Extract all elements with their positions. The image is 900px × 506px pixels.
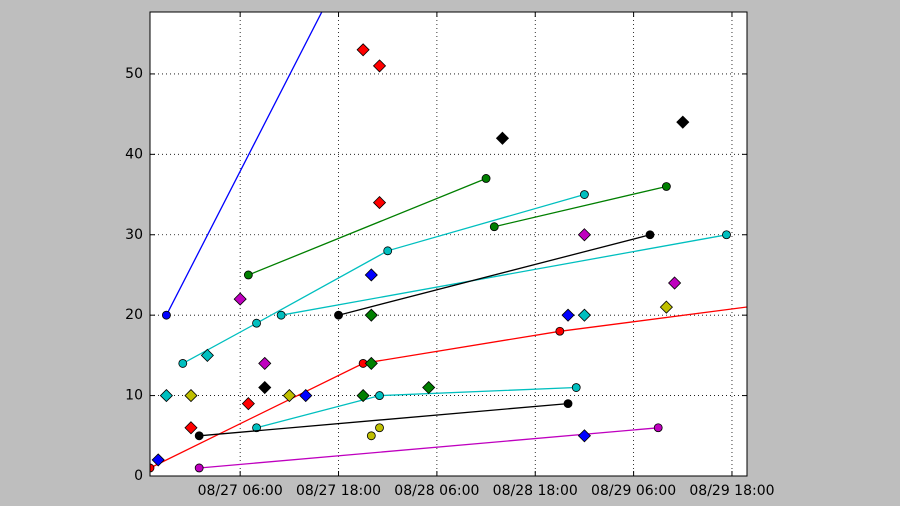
diamond-marker <box>372 59 387 73</box>
diamond-marker <box>151 453 165 467</box>
diamond-marker <box>372 196 387 210</box>
circle-marker <box>252 423 261 433</box>
circle-marker <box>178 359 188 368</box>
circle-marker <box>252 318 261 328</box>
circle-marker <box>761 301 769 309</box>
diamond-marker <box>184 421 198 435</box>
ticks: 0 10 20 30 40 50 08/27 06:00 08/27 18:00 08/28 0… <box>125 12 775 499</box>
circle-marker <box>481 174 491 183</box>
diamond-marker <box>495 131 510 145</box>
circle-marker <box>383 246 393 256</box>
series-line <box>248 177 487 276</box>
diamond-marker <box>676 115 690 129</box>
x-tick-label: 08/29 18:00 <box>689 483 774 499</box>
diamond-marker <box>577 308 591 322</box>
x-tick-label: 08/27 06:00 <box>198 483 283 499</box>
circle-marker <box>243 270 253 280</box>
series-line <box>150 306 747 469</box>
x-tick-label: 08/28 18:00 <box>493 483 578 499</box>
diamond-marker <box>364 308 378 322</box>
circle-marker <box>366 431 376 441</box>
diamond-marker <box>159 389 173 403</box>
diamond-marker <box>200 348 214 362</box>
diamond-marker <box>577 228 591 242</box>
plot-area <box>150 12 747 476</box>
x-tick-label: 08/28 06:00 <box>394 483 479 499</box>
diamond-marker <box>561 308 575 322</box>
circle-marker <box>563 399 573 409</box>
series-line <box>199 402 569 437</box>
circle-marker <box>571 383 581 392</box>
diamond-marker <box>258 356 272 370</box>
y-tick-label: 30 <box>125 227 143 243</box>
circle-marker <box>276 310 286 320</box>
series-line <box>494 185 667 228</box>
diamond-marker <box>668 276 682 290</box>
circle-marker <box>334 310 343 320</box>
diamond-marker <box>364 356 378 370</box>
diamond-marker <box>241 397 255 411</box>
x-tick-label: 08/29 06:00 <box>591 483 676 499</box>
y-tick-label: 50 <box>125 66 143 82</box>
circle-marker <box>645 230 655 240</box>
diamond-marker <box>659 300 673 314</box>
circle-marker <box>194 431 204 441</box>
series-line <box>182 193 585 364</box>
circle-marker <box>661 182 671 191</box>
circle-marker <box>375 423 384 433</box>
diamond-marker <box>258 380 272 395</box>
diamond-marker <box>299 389 313 403</box>
circle-marker <box>150 463 155 473</box>
diamond-marker <box>356 389 370 403</box>
diamond-marker <box>184 389 198 403</box>
circle-marker <box>580 190 589 199</box>
series-line <box>165 12 323 316</box>
marks <box>150 12 769 473</box>
grid <box>150 12 747 477</box>
circle-marker <box>722 230 731 240</box>
circle-marker <box>653 423 663 433</box>
plot-frame <box>149 11 748 477</box>
diamond-marker <box>422 380 436 395</box>
y-tick-label: 10 <box>125 388 143 404</box>
diamond-marker <box>577 429 591 443</box>
y-tick-label: 40 <box>125 146 143 162</box>
y-tick-label: 20 <box>125 307 143 323</box>
diamond-marker <box>282 389 296 403</box>
series-line <box>338 234 651 316</box>
series-line <box>280 234 727 316</box>
circle-marker <box>161 310 171 320</box>
diamond-marker <box>356 43 370 57</box>
x-tick-label: 08/27 18:00 <box>296 483 381 499</box>
diamond-marker <box>233 292 247 306</box>
circle-marker <box>375 391 384 400</box>
y-tick-label: 0 <box>134 468 143 484</box>
circle-marker <box>489 222 499 232</box>
circle-marker <box>555 326 565 336</box>
circle-marker <box>194 463 204 473</box>
diamond-marker <box>364 268 378 282</box>
